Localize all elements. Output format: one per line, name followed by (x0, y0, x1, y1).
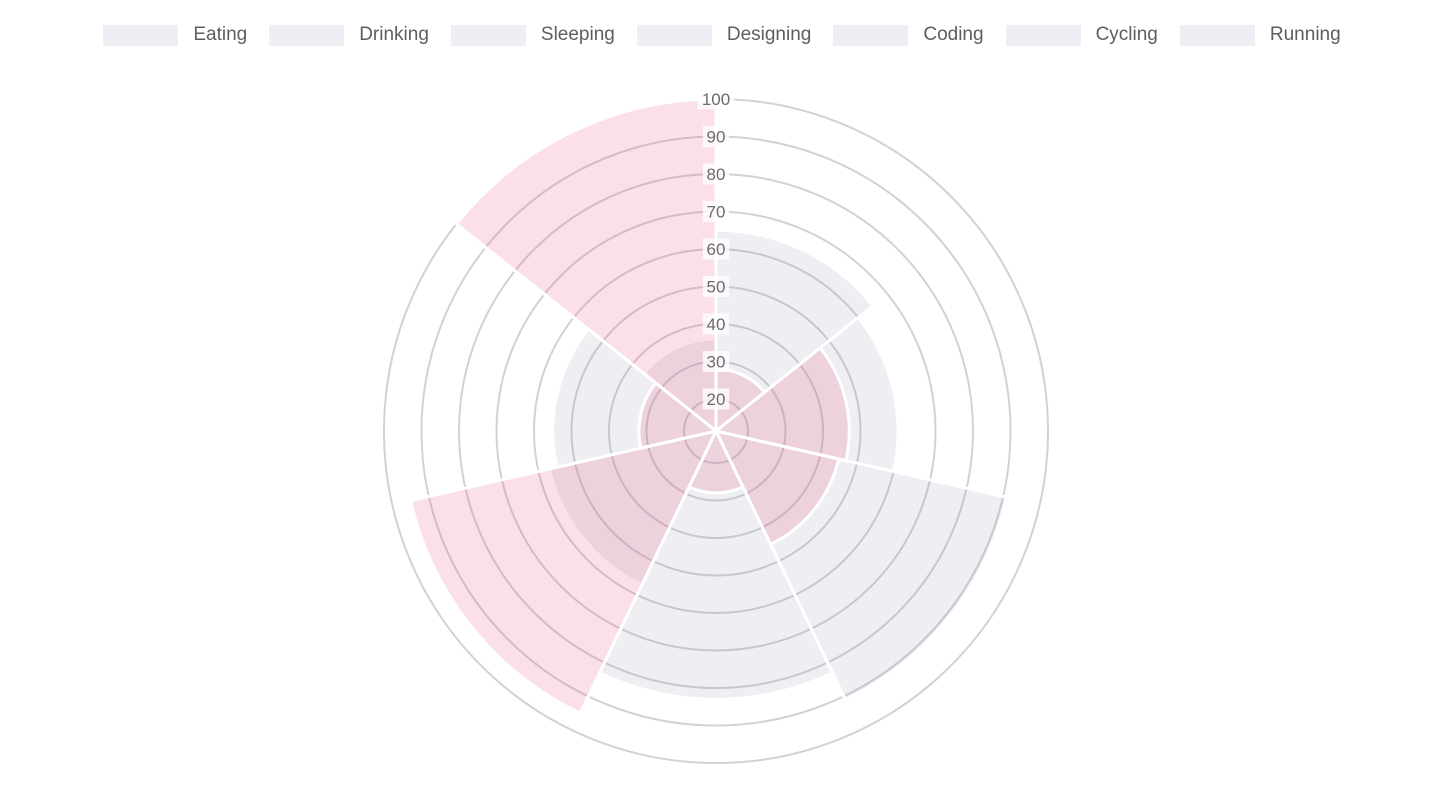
legend-label: Running (1269, 24, 1341, 45)
tick-backdrop-30 (702, 351, 730, 372)
radial-tick-30: 30 (707, 353, 726, 372)
sector-pink-coding[interactable] (408, 428, 719, 716)
tick-backdrop-20 (702, 388, 730, 410)
legend-swatch-cycling (1005, 24, 1081, 46)
sector-gray-eating[interactable] (714, 228, 876, 435)
legend-swatch-coding (833, 24, 909, 46)
tick-backdrop-60 (702, 238, 730, 260)
sector-gray-designing[interactable] (597, 427, 835, 701)
radial-tick-60: 60 (707, 240, 726, 259)
sector-pink-running[interactable] (454, 97, 718, 435)
legend-label: Drinking (359, 24, 429, 45)
legend-swatch-designing (636, 24, 712, 46)
sector-gray-running[interactable] (641, 337, 718, 435)
tick-backdrop-100 (697, 88, 735, 110)
chart-legend: Eating Drinking Sleeping Designing Coding Cyc… (0, 0, 1444, 46)
sector-pink-sleeping[interactable] (713, 428, 841, 547)
legend-swatch-sleeping (450, 24, 526, 46)
radial-tick-20: 20 (707, 390, 726, 409)
radial-tick-80: 80 (707, 165, 726, 184)
legend-item-drinking[interactable]: Drinking (269, 24, 429, 46)
tick-backdrop-90 (702, 126, 730, 147)
legend-swatch-drinking (269, 24, 345, 46)
legend-label: Cycling (1095, 24, 1158, 45)
sector-gray-cycling[interactable] (551, 327, 720, 470)
sector-gray-coding[interactable] (547, 428, 719, 587)
radial-tick-100: 100 (702, 90, 730, 109)
legend-item-coding[interactable]: Coding (833, 24, 984, 46)
radial-tick-40: 40 (707, 315, 726, 334)
legend-label: Coding (923, 24, 984, 45)
radial-tick-90: 90 (707, 128, 726, 147)
tick-backdrop-50 (702, 276, 730, 297)
sector-gray-drinking[interactable] (712, 315, 900, 474)
legend-label: Eating (193, 24, 248, 45)
radial-tick-50: 50 (707, 278, 726, 297)
sector-pink-drinking[interactable] (712, 345, 851, 463)
tick-backdrop-80 (702, 163, 730, 185)
legend-swatch-running (1179, 24, 1255, 46)
radial-tick-70: 70 (707, 203, 726, 222)
legend-swatch-eating (103, 24, 179, 46)
legend-item-designing[interactable]: Designing (636, 24, 812, 46)
tick-backdrop-40 (702, 313, 730, 335)
legend-label: Designing (726, 24, 812, 45)
sector-pink-cycling[interactable] (637, 380, 720, 450)
legend-item-cycling[interactable]: Cycling (1005, 24, 1158, 46)
legend-item-sleeping[interactable]: Sleeping (450, 24, 615, 46)
legend-label: Sleeping (540, 24, 615, 45)
legend-item-running[interactable]: Running (1179, 24, 1341, 46)
tick-backdrop-70 (702, 201, 730, 222)
sector-gray-sleeping[interactable] (713, 428, 1009, 702)
legend-item-eating[interactable]: Eating (103, 24, 247, 46)
